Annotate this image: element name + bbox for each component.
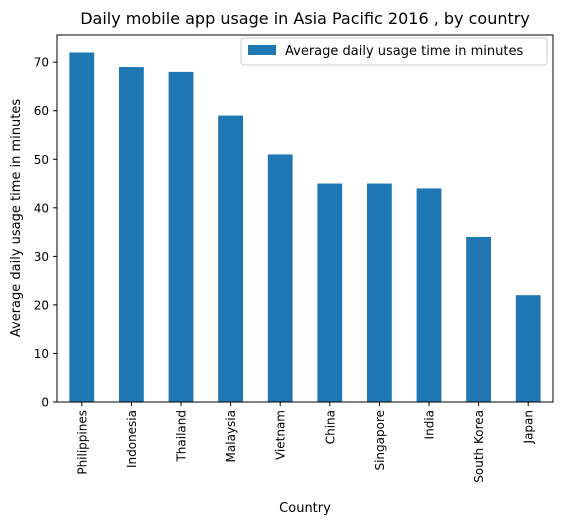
bar-malaysia bbox=[218, 115, 243, 402]
x-axis-label: Country bbox=[279, 501, 331, 516]
x-axis: Philippines Indonesia Thailand Malaysia Viet… bbox=[75, 402, 536, 483]
y-axis: 0 10 20 30 40 50 60 70 bbox=[34, 56, 57, 410]
legend-label: Average daily usage time in minutes bbox=[285, 44, 523, 59]
x-tick-label: Philippines bbox=[75, 410, 89, 475]
bar-indonesia bbox=[119, 67, 144, 403]
bar-south-korea bbox=[466, 236, 491, 402]
y-tick-label: 10 bbox=[34, 347, 49, 361]
y-axis-label: Average daily usage time in minutes bbox=[9, 99, 24, 337]
legend: Average daily usage time in minutes bbox=[240, 37, 548, 66]
chart-title: Daily mobile app usage in Asia Pacific 2… bbox=[80, 9, 530, 28]
x-tick-label: South Korea bbox=[472, 410, 486, 483]
y-tick-label: 50 bbox=[34, 153, 49, 167]
bar-singapore bbox=[367, 183, 392, 402]
plot-frame bbox=[56, 34, 554, 403]
bar-vietnam bbox=[267, 154, 293, 402]
x-tick-label: India bbox=[423, 410, 437, 439]
bar-philippines bbox=[69, 52, 95, 402]
bar-china bbox=[317, 183, 343, 402]
bar-india bbox=[416, 188, 442, 402]
y-tick-label: 60 bbox=[34, 104, 49, 118]
legend-frame bbox=[240, 37, 548, 66]
x-tick-label: Vietnam bbox=[274, 410, 288, 460]
y-tick-label: 70 bbox=[34, 56, 49, 70]
y-tick-label: 40 bbox=[34, 201, 49, 215]
y-tick-label: 30 bbox=[34, 250, 49, 264]
bar-japan bbox=[515, 295, 541, 402]
legend-swatch bbox=[248, 45, 276, 55]
x-tick-label: China bbox=[323, 410, 337, 444]
x-tick-label: Indonesia bbox=[125, 410, 139, 468]
bars-group bbox=[69, 52, 541, 403]
x-tick-label: Japan bbox=[522, 410, 536, 444]
bar-thailand bbox=[168, 71, 194, 403]
x-tick-label: Singapore bbox=[373, 410, 387, 471]
x-tick-label: Thailand bbox=[175, 410, 189, 463]
y-tick-label: 0 bbox=[41, 396, 49, 410]
y-tick-label: 20 bbox=[34, 298, 49, 312]
x-tick-label: Malaysia bbox=[224, 410, 238, 462]
